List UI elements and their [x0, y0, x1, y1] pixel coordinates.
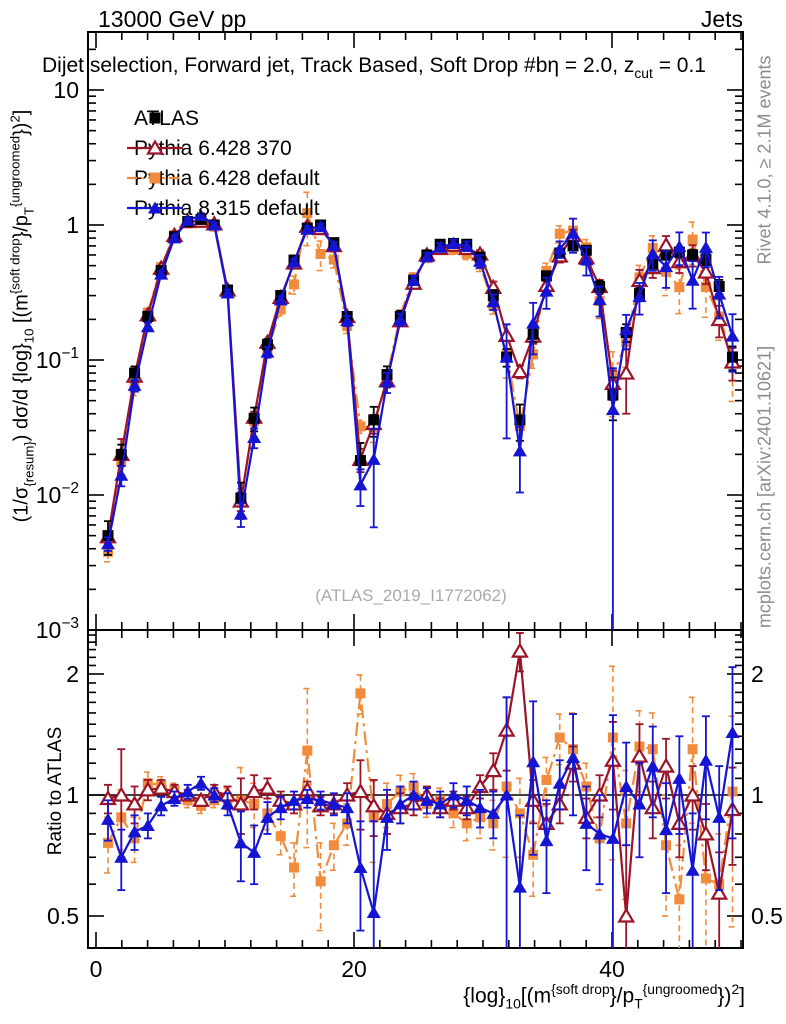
- x-tick-label: 20: [341, 956, 367, 982]
- legend-label-pythia8-default: Pythia 8.315 default: [134, 197, 320, 220]
- y-main-tick-label: 10: [53, 77, 79, 103]
- legend-item-atlas: ATLAS: [126, 106, 199, 132]
- x-axis-title: {log}10[(m{soft drop}/pT{ungroomed})2]: [463, 981, 745, 1012]
- legend-label-pythia6-default: Pythia 6.428 default: [134, 167, 320, 190]
- ratio-tick-label-right: 0.5: [751, 903, 783, 929]
- y-axis-title: (1/σ{resum}) dσ/d {log}10 [(m{soft drop}…: [7, 109, 37, 523]
- series-py8_def-main: [100, 208, 740, 630]
- series-atlas-main: [102, 213, 738, 556]
- x-tick-label: 40: [599, 956, 625, 982]
- ratio-tick-label-left: 0.5: [47, 903, 79, 929]
- y-main-tick-label: 1: [66, 212, 79, 238]
- legend-item-pythia8-default: Pythia 8.315 default: [126, 196, 320, 222]
- y-main-tick-label: 10−3: [36, 615, 79, 643]
- legend-item-pythia6-370: Pythia 6.428 370: [126, 136, 292, 162]
- analysis-group-label: Jets: [700, 6, 743, 32]
- ratio-tick-label-right: 1: [751, 782, 764, 808]
- legend-label-pythia6-370: Pythia 6.428 370: [134, 137, 292, 160]
- legend-item-pythia6-default: Pythia 6.428 default: [126, 166, 320, 192]
- y-main-tick-label: 10−2: [36, 480, 79, 508]
- tick-labels: 10 1 10−1 10−2 10−3 2 2 1 1 0.5 0.5 0 20 40: [36, 77, 783, 982]
- ratio-panel-frame: [87, 629, 744, 949]
- plot-title: Dijet selection, Forward jet, Track Base…: [42, 54, 706, 82]
- rivet-version-note: Rivet 4.1.0, ≥ 2.1M events: [754, 55, 775, 265]
- beam-energy-label: 13000 GeV pp: [98, 6, 247, 32]
- series-py6_370-main: [99, 212, 742, 544]
- ratio-tick-label-left: 1: [66, 782, 79, 808]
- ratio-tick-label-right: 2: [751, 661, 764, 687]
- x-tick-label: 0: [90, 956, 103, 982]
- y-main-tick-label: 10−1: [36, 345, 79, 373]
- series-py8_def-ratio: [100, 666, 740, 948]
- axis-ticks: [88, 32, 743, 948]
- series-py6_def-main: [102, 191, 738, 563]
- ratio-tick-label-left: 2: [66, 661, 79, 687]
- analysis-id-watermark: (ATLAS_2019_I1772062): [315, 586, 507, 605]
- series-py6_def-ratio: [102, 665, 738, 948]
- ratio-axis-title: Ratio to ATLAS: [45, 726, 66, 856]
- mcplots-reference-note: mcplots.cern.ch [arXiv:2401.10621]: [754, 345, 775, 629]
